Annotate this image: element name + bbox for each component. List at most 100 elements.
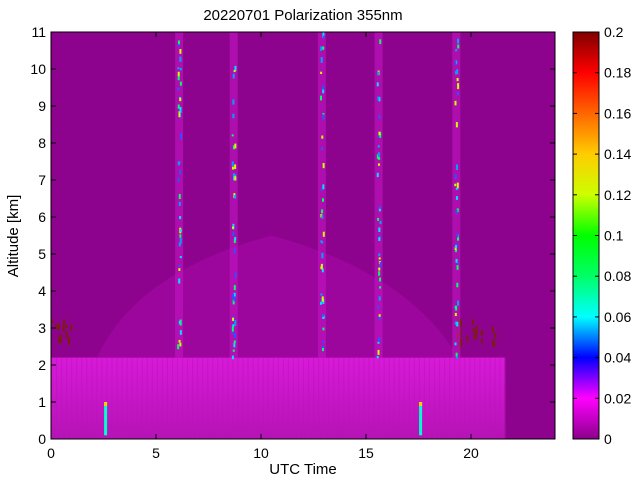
bin-stripe — [403, 357, 405, 439]
streak-pixel — [320, 57, 323, 63]
streak-band — [452, 32, 461, 358]
streak-pixel — [232, 99, 235, 105]
bin-stripe — [378, 357, 380, 439]
y-tick-label: 2 — [38, 357, 46, 373]
bin-stripe — [368, 357, 370, 439]
dark-red-patch — [480, 338, 483, 344]
streak-pixel — [233, 174, 236, 181]
streak-pixel — [232, 299, 235, 305]
streak-pixel — [454, 61, 457, 66]
streak-pixel — [377, 71, 380, 76]
x-tick-label: 0 — [47, 445, 55, 461]
bin-stripe — [146, 357, 148, 439]
streak-pixel — [378, 114, 381, 120]
bin-stripe — [484, 357, 486, 439]
streak-pixel — [378, 131, 381, 136]
bin-stripe — [333, 357, 335, 439]
streak-pixel — [454, 100, 457, 106]
dark-red-patch — [475, 329, 478, 336]
streak-pixel — [456, 321, 459, 327]
streak-pixel — [321, 347, 324, 352]
streak-pixel — [455, 305, 458, 311]
streak-pixel — [320, 293, 323, 296]
bin-stripe — [323, 357, 325, 439]
streak-pixel — [456, 208, 459, 213]
bin-stripe — [408, 357, 410, 439]
streak-pixel — [178, 268, 181, 271]
streak-pixel — [234, 65, 237, 72]
bin-stripe — [252, 357, 254, 439]
x-axis-label: UTC Time — [269, 461, 337, 478]
dark-red-patch — [67, 339, 70, 346]
streak-pixel — [233, 340, 236, 344]
streak-pixel — [234, 332, 237, 338]
y-tick-label: 7 — [38, 172, 46, 188]
bin-stripe — [116, 357, 118, 439]
bin-stripe — [267, 357, 269, 439]
bin-stripe — [66, 357, 68, 439]
bin-stripe — [71, 357, 73, 439]
bin-stripe — [257, 357, 259, 439]
streak-pixel — [322, 315, 325, 319]
streak-pixel — [377, 135, 380, 138]
bin-stripe — [237, 357, 239, 439]
dark-red-patch — [63, 319, 66, 327]
dark-red-patch — [460, 337, 463, 346]
bin-stripe — [171, 357, 173, 439]
streak-pixel — [376, 82, 379, 87]
streak-pixel — [177, 104, 180, 109]
streak-pixel — [322, 88, 325, 94]
bin-stripe — [76, 357, 78, 439]
streak-pixel — [320, 147, 323, 151]
streak-pixel — [378, 156, 381, 160]
streak-pixel — [322, 345, 325, 350]
streak-pixel — [233, 238, 236, 243]
bin-stripe — [423, 357, 425, 439]
streak-pixel — [179, 98, 182, 102]
streak-pixel — [454, 321, 457, 325]
bin-stripe — [96, 357, 98, 439]
bin-stripe — [192, 357, 194, 439]
streak-pixel — [377, 96, 380, 101]
bin-stripe — [101, 357, 103, 439]
streak-pixel — [456, 182, 459, 189]
dark-red-patch — [480, 329, 483, 337]
streak-pixel — [378, 314, 381, 317]
streak-pixel — [179, 56, 182, 62]
streak-pixel — [179, 229, 182, 232]
streak-pixel — [232, 113, 235, 119]
y-tick-label: 11 — [31, 24, 46, 40]
streak-pixel — [322, 32, 325, 38]
streak-pixel — [379, 286, 382, 289]
dark-red-patch — [57, 338, 60, 344]
streak-pixel — [379, 39, 382, 44]
streak-pixel — [378, 237, 381, 241]
streak-pixel — [321, 268, 324, 273]
streak-pixel — [456, 92, 459, 96]
dark-red-patch — [466, 335, 469, 342]
streak-pixel — [232, 324, 235, 328]
streak-pixel — [376, 154, 379, 159]
bin-stripe — [373, 357, 375, 439]
streak-pixel — [457, 38, 460, 44]
streak-pixel — [232, 73, 235, 79]
streak-pixel — [179, 234, 182, 238]
colorbar-tick-label: 0.14 — [604, 146, 631, 162]
streak-pixel — [456, 235, 459, 238]
streak-pixel — [178, 161, 181, 164]
bin-stripe — [262, 357, 264, 439]
streak-pixel — [454, 70, 457, 75]
streak-pixel — [234, 143, 237, 149]
x-tick-label: 10 — [253, 445, 269, 461]
y-tick-label: 8 — [38, 135, 46, 151]
bin-stripe — [86, 357, 88, 439]
bin-stripe — [126, 357, 128, 439]
streak-pixel — [454, 173, 457, 180]
bin-stripe — [439, 357, 441, 439]
streak-pixel — [322, 35, 325, 39]
streak-pixel — [322, 114, 325, 120]
bin-stripe — [358, 357, 360, 439]
dark-red-patch — [491, 326, 494, 333]
plot-frame — [50, 31, 556, 440]
streak-pixel — [321, 209, 324, 214]
